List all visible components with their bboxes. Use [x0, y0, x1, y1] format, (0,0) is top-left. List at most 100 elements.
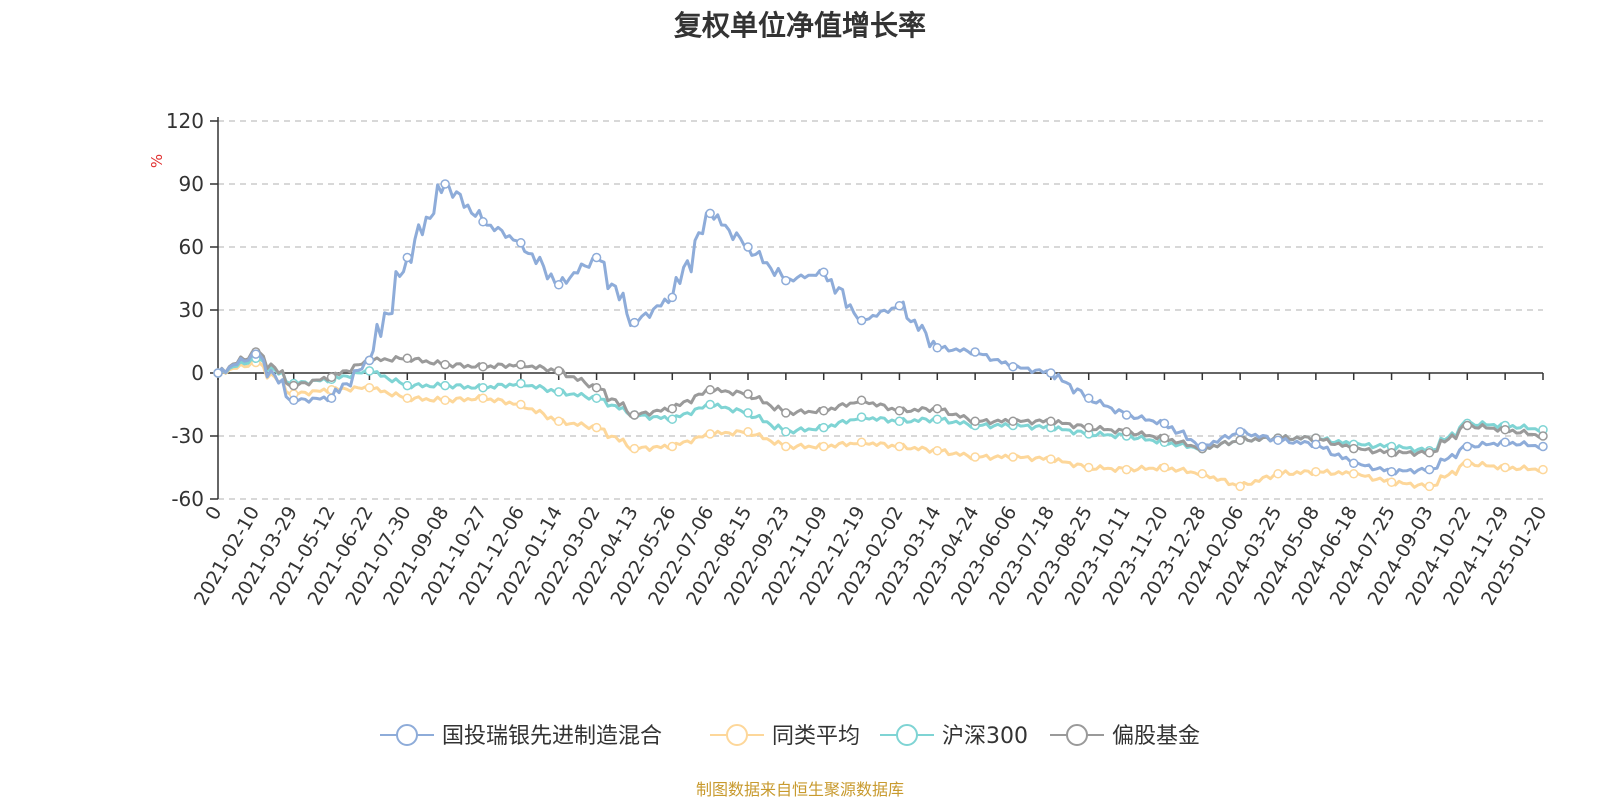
series-point-0 [364, 355, 375, 366]
series-point-3 [970, 416, 980, 427]
series-point-1 [932, 445, 943, 456]
series-point-3 [743, 389, 753, 399]
series-point-3 [1121, 427, 1132, 437]
y-tick-label: 30 [179, 298, 204, 322]
series-point-3 [667, 403, 678, 414]
series-point-0 [1083, 393, 1094, 403]
legend-label: 沪深300 [942, 724, 1028, 749]
series-point-1 [1197, 469, 1208, 479]
series-point-0 [1121, 410, 1132, 420]
series-point-3 [1386, 448, 1397, 458]
series-point-3 [288, 380, 299, 391]
series-point-0 [970, 347, 980, 357]
series-point-2 [932, 414, 943, 424]
legend-item: 国投瑞银先进制造混合 [380, 724, 662, 749]
x-tick-label: 0 [201, 503, 226, 524]
series-point-3 [1235, 435, 1245, 445]
series-point-3 [856, 395, 867, 406]
series-point-3 [781, 408, 791, 418]
series-point-2 [440, 380, 450, 391]
series-point-3 [1538, 431, 1548, 441]
series-point-0 [743, 242, 753, 252]
series-point-0 [440, 179, 450, 189]
series-point-0 [1008, 361, 1018, 372]
series-point-1 [1538, 464, 1548, 475]
series-point-0 [705, 208, 715, 219]
series-point-1 [1273, 469, 1283, 479]
series-point-0 [288, 395, 299, 406]
series-point-1 [1311, 466, 1321, 477]
series-point-3 [1424, 448, 1435, 458]
chart-svg: -60-300306090120%02021-02-102021-03-2920… [148, 109, 1551, 749]
series-point-2 [478, 382, 488, 393]
chart-title: 复权单位净值增长率 [673, 9, 926, 42]
legend-label: 国投瑞银先进制造混合 [442, 724, 662, 749]
series-point-3 [1462, 420, 1473, 431]
series-point-2 [818, 422, 829, 433]
legend-marker [726, 724, 748, 746]
series-point-0 [402, 252, 413, 263]
series-point-1 [1424, 481, 1435, 492]
series-point-0 [781, 275, 791, 286]
series-point-0 [1273, 435, 1283, 445]
series-point-0 [516, 238, 526, 248]
series-line-1 [217, 360, 1544, 489]
legend-item: 偏股基金 [1050, 724, 1200, 749]
y-tick-label: -30 [171, 424, 204, 448]
series-point-1 [478, 393, 488, 403]
series-point-3 [1046, 416, 1056, 427]
series-point-1 [856, 437, 867, 448]
series-point-3 [591, 382, 602, 393]
series-point-3 [1083, 422, 1094, 433]
series-point-0 [1500, 437, 1510, 448]
series-point-0 [1462, 441, 1473, 452]
series-point-3 [1159, 433, 1170, 443]
series-point-1 [1386, 477, 1397, 487]
series-point-0 [478, 217, 488, 227]
series-point-3 [553, 366, 564, 376]
series-point-0 [1159, 418, 1170, 429]
series-point-3 [932, 403, 943, 414]
series-point-1 [629, 443, 640, 454]
y-tick-label: 90 [179, 172, 204, 196]
series-line-3 [216, 350, 1544, 457]
y-tick-label: -60 [171, 487, 204, 511]
series-point-0 [553, 280, 564, 290]
series-point-0 [591, 252, 602, 263]
series-point-0 [1538, 441, 1548, 452]
series-point-2 [781, 427, 791, 437]
series-point-3 [440, 359, 450, 370]
series-point-1 [1462, 458, 1473, 469]
series-point-2 [364, 366, 375, 376]
legend-item: 沪深300 [880, 724, 1028, 749]
series-point-3 [705, 385, 715, 395]
series-point-0 [1046, 368, 1056, 378]
legend: 国投瑞银先进制造混合 同类平均 沪深300 偏股基金 [380, 724, 1200, 749]
series-point-1 [970, 452, 980, 462]
series-point-2 [591, 393, 602, 403]
series-point-2 [705, 399, 715, 410]
series-point-0 [932, 343, 943, 353]
series-point-2 [402, 380, 413, 391]
series-point-0 [629, 317, 640, 328]
series-point-1 [1500, 462, 1510, 473]
legend-item: 同类平均 [710, 724, 860, 749]
series-point-1 [1159, 462, 1170, 473]
series-point-1 [1348, 469, 1359, 479]
series-point-2 [856, 412, 867, 422]
series-point-3 [894, 406, 905, 416]
series-point-1 [781, 441, 791, 452]
series-point-3 [1348, 443, 1359, 454]
series-point-2 [743, 408, 753, 418]
series-line-0 [216, 182, 1544, 476]
series-point-3 [516, 359, 526, 370]
series-point-0 [1235, 427, 1245, 437]
series-point-1 [894, 441, 905, 452]
series-point-1 [402, 393, 413, 403]
series-point-1 [743, 427, 753, 437]
series-point-0 [1197, 441, 1208, 452]
series-point-0 [856, 315, 867, 326]
series-point-0 [894, 301, 905, 311]
series-point-0 [326, 393, 337, 403]
